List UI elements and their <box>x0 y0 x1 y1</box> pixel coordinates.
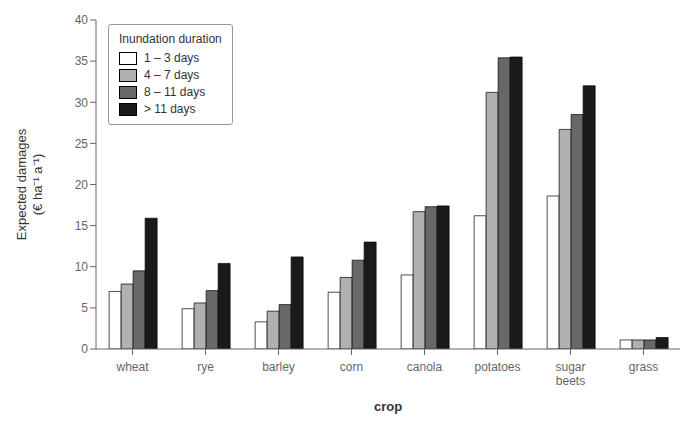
svg-text:rye: rye <box>197 360 214 374</box>
svg-text:barley: barley <box>262 360 295 374</box>
svg-text:10: 10 <box>75 260 89 274</box>
svg-text:canola: canola <box>407 360 443 374</box>
svg-text:potatoes: potatoes <box>474 360 520 374</box>
svg-text:corn: corn <box>340 360 363 374</box>
svg-text:25: 25 <box>75 137 89 151</box>
svg-text:35: 35 <box>75 54 89 68</box>
html-text:> 11 days: > 11 days <box>144 102 196 116</box>
html-text:8 – 11 days: 8 – 11 days <box>144 85 206 99</box>
svg-text:sugarbeets: sugarbeets <box>555 360 585 388</box>
html-text:1 – 3 days: 1 – 3 days <box>144 51 200 65</box>
html-text:4 – 7 days: 4 – 7 days <box>144 68 200 82</box>
svg-text:crop: crop <box>374 399 402 414</box>
svg-text:20: 20 <box>75 178 89 192</box>
svg-text:wheat: wheat <box>115 360 149 374</box>
html-text:Inundation duration: Inundation duration <box>119 32 222 46</box>
svg-text:grass: grass <box>629 360 658 374</box>
svg-text:0: 0 <box>81 342 88 356</box>
svg-text:5: 5 <box>81 301 88 315</box>
svg-text:40: 40 <box>75 13 89 27</box>
svg-text:15: 15 <box>75 219 89 233</box>
svg-text:Expected damages(€ ha⁻¹ a⁻¹): Expected damages(€ ha⁻¹ a⁻¹) <box>14 128 45 240</box>
svg-text:30: 30 <box>75 96 89 110</box>
